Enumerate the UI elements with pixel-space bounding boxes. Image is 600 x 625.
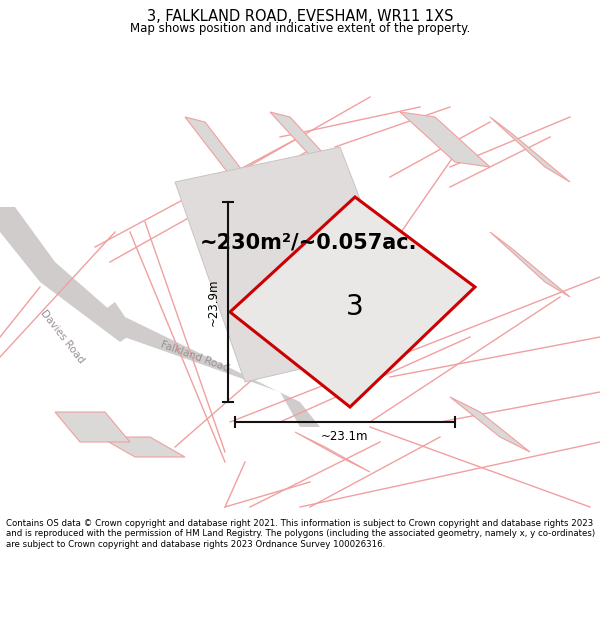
Text: ~23.9m: ~23.9m	[207, 278, 220, 326]
Polygon shape	[55, 412, 130, 442]
Text: Map shows position and indicative extent of the property.: Map shows position and indicative extent…	[130, 22, 470, 35]
Polygon shape	[0, 207, 135, 342]
Polygon shape	[230, 197, 475, 407]
Polygon shape	[295, 432, 370, 472]
Text: 3, FALKLAND ROAD, EVESHAM, WR11 1XS: 3, FALKLAND ROAD, EVESHAM, WR11 1XS	[147, 9, 453, 24]
Text: Falkland Road: Falkland Road	[160, 340, 230, 374]
Polygon shape	[100, 437, 185, 457]
Polygon shape	[400, 112, 490, 167]
Polygon shape	[490, 232, 570, 297]
Text: ~23.1m: ~23.1m	[321, 430, 369, 443]
Text: ~230m²/~0.057ac.: ~230m²/~0.057ac.	[200, 232, 418, 252]
Polygon shape	[450, 397, 530, 452]
Polygon shape	[175, 147, 415, 382]
Polygon shape	[185, 117, 255, 187]
Polygon shape	[95, 302, 320, 427]
Text: 3: 3	[346, 293, 364, 321]
Polygon shape	[490, 117, 570, 182]
Text: Davies Road: Davies Road	[38, 309, 86, 366]
Text: Contains OS data © Crown copyright and database right 2021. This information is : Contains OS data © Crown copyright and d…	[6, 519, 595, 549]
Polygon shape	[270, 112, 345, 177]
